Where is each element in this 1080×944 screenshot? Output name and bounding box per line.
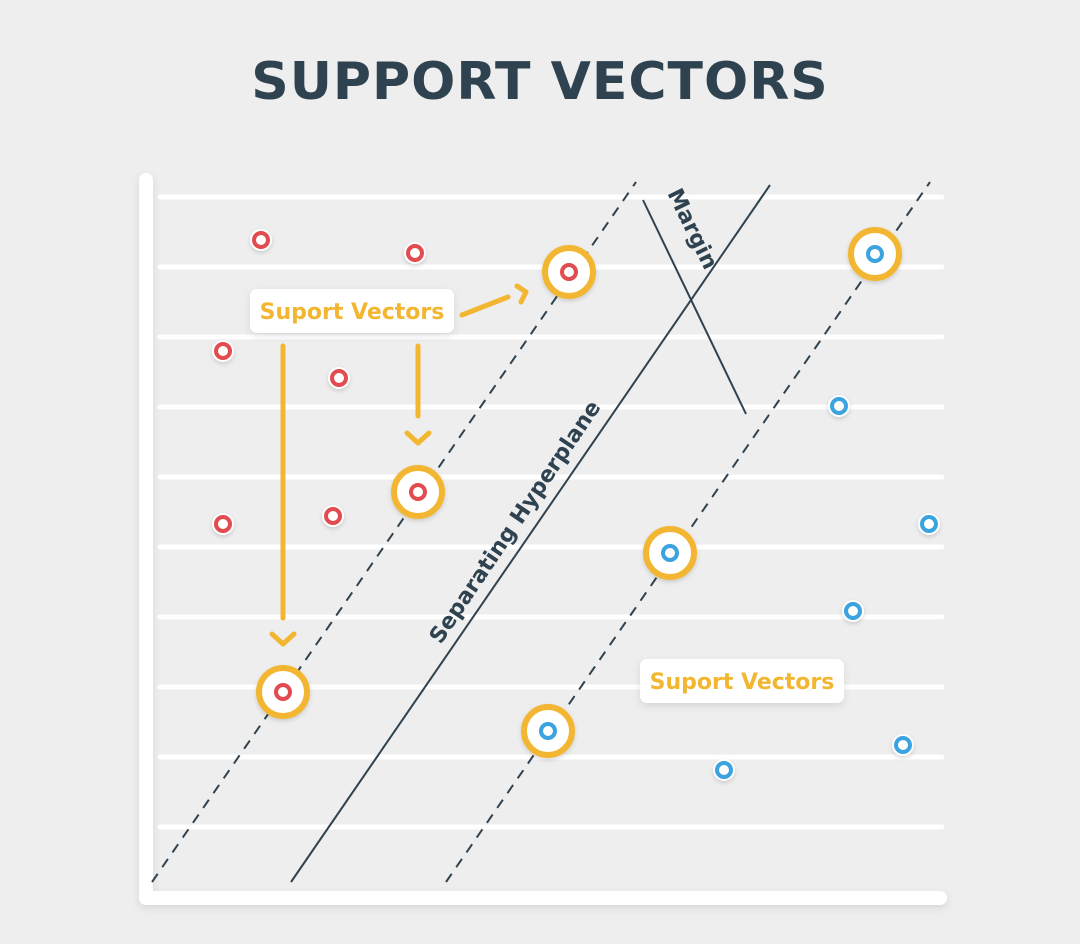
hyperplane-label: Separating Hyperplane: [425, 396, 606, 648]
class-b-points: [713, 395, 940, 781]
margin-indicator-line: [642, 199, 747, 415]
red-support-vector: [256, 665, 310, 719]
red-point: [322, 505, 344, 527]
red-point: [250, 229, 272, 251]
blue-point: [892, 734, 914, 756]
class-a-points: [212, 229, 426, 535]
red-point: [328, 367, 350, 389]
separating-hyperplane-line: [290, 184, 771, 883]
blue-point: [918, 513, 940, 535]
support-vectors-class-b: [521, 227, 902, 758]
blue-point: [842, 600, 864, 622]
axes: [139, 173, 947, 905]
red-point: [212, 513, 234, 535]
blue-point: [828, 395, 850, 417]
red-support-vector: [542, 245, 596, 299]
support-vectors-label-top: Suport Vectors: [260, 300, 445, 325]
arrow-to-top: [459, 294, 511, 318]
blue-point: [713, 759, 735, 781]
arrows: [269, 283, 529, 647]
red-point: [404, 242, 426, 264]
red-support-vector: [391, 465, 445, 519]
support-vectors-label-bottom: Suport Vectors: [650, 670, 835, 695]
lower-margin-line: [445, 181, 931, 883]
label-box-bottom: Suport Vectors: [640, 659, 844, 703]
page-title: SUPPORT VECTORS: [251, 52, 829, 112]
blue-support-vector: [643, 526, 697, 580]
blue-support-vector: [521, 704, 575, 758]
upper-margin-line: [151, 181, 637, 883]
red-point: [212, 340, 234, 362]
label-box-top: Suport Vectors: [250, 289, 454, 333]
blue-support-vector: [848, 227, 902, 281]
margin-lines: [151, 181, 931, 883]
support-vectors-class-a: [256, 245, 596, 719]
